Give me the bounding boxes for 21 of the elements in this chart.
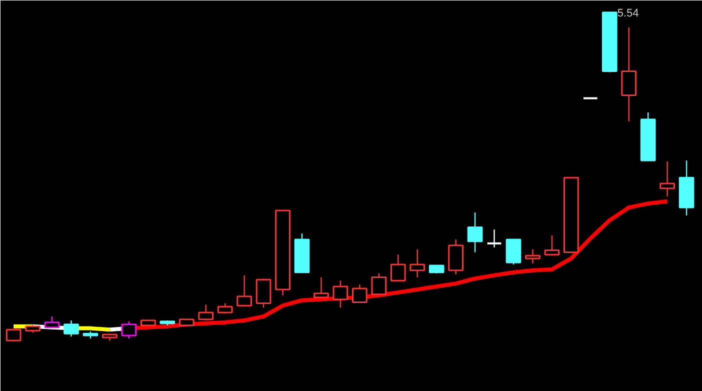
annotation: 5.54: [617, 7, 639, 20]
candlestick: [467, 212, 483, 253]
candlestick: [525, 248, 540, 264]
candlestick: [352, 284, 368, 304]
candlestick: [486, 228, 502, 248]
candlestick: [506, 238, 522, 266]
candlestick: [332, 280, 348, 308]
candlestick: [44, 316, 60, 328]
candlestick: [6, 328, 22, 342]
candlestick: [371, 272, 387, 296]
candlestick: [314, 276, 329, 298]
candlestick: [217, 302, 233, 314]
candlestick: [236, 274, 252, 308]
candlestick: [198, 304, 214, 322]
candlestick: [64, 320, 79, 338]
candlestick: [660, 160, 675, 197]
candlestick: [544, 234, 560, 256]
candlestick: [121, 320, 137, 340]
candlestick: [390, 254, 406, 282]
candlestick: [410, 248, 426, 278]
candlestick: [256, 278, 272, 308]
